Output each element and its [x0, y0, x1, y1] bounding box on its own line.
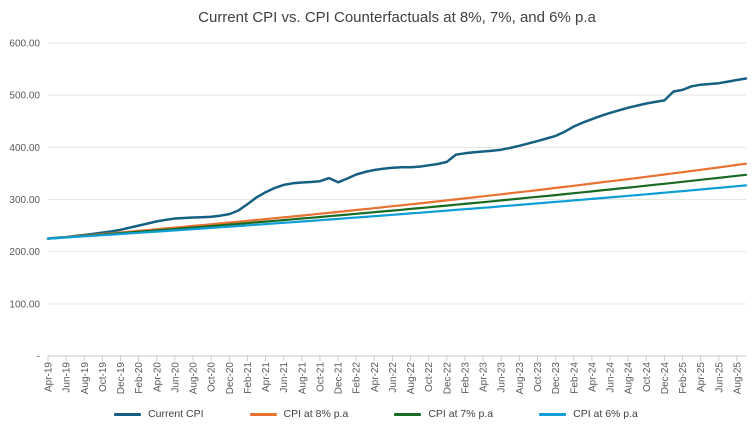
x-axis-tick-label: Apr-21 — [261, 362, 272, 392]
y-axis-tick-label: 100.00 — [9, 299, 40, 310]
y-axis-tick-label: - — [37, 352, 40, 363]
legend: Current CPI CPI at 8% p.a CPI at 7% p.a CPI… — [0, 404, 752, 424]
x-axis-tick-label: Apr-20 — [152, 362, 163, 392]
x-axis-tick-label: Feb-24 — [569, 362, 580, 394]
x-axis-tick-label: Aug-20 — [189, 362, 200, 395]
x-axis-tick-label: Dec-19 — [116, 362, 127, 395]
legend-label: Current CPI — [148, 408, 204, 420]
x-axis-tick-label: Aug-25 — [732, 362, 743, 395]
chart-title: Current CPI vs. CPI Counterfactuals at 8… — [198, 9, 596, 26]
x-axis-tick-label: Dec-21 — [334, 362, 345, 395]
series-line-cpi-at-8-p-a — [46, 162, 748, 240]
legend-label: CPI at 8% p.a — [283, 408, 349, 420]
legend-swatch — [539, 412, 567, 416]
y-axis-tick-label: 400.00 — [9, 143, 40, 154]
x-axis-tick-label: Feb-23 — [460, 362, 471, 394]
y-axis-tick-label: 500.00 — [9, 91, 40, 102]
legend-item-cpi-at-8-p-a: CPI at 8% p.a — [249, 408, 349, 420]
x-axis-tick-label: Jun-21 — [279, 362, 290, 393]
x-axis-tick-label: Aug-21 — [297, 362, 308, 395]
legend-swatch — [394, 412, 422, 416]
x-axis-tick-label: Jun-23 — [497, 362, 508, 393]
x-axis-tick-label: Jun-25 — [714, 362, 725, 393]
x-axis-tick-label: Oct-24 — [642, 362, 653, 392]
x-axis-tick-label: Oct-22 — [424, 362, 435, 392]
x-axis-tick-label: Oct-23 — [533, 362, 544, 392]
x-axis-tick-label: Aug-22 — [406, 362, 417, 395]
x-axis-tick-label: Aug-23 — [515, 362, 526, 395]
y-axis-tick-label: 300.00 — [9, 195, 40, 206]
series-line-cpi-at-6-p-a — [46, 184, 748, 240]
x-axis-tick-label: Feb-25 — [678, 362, 689, 394]
legend-swatch — [249, 412, 277, 416]
legend-item-cpi-at-7-p-a: CPI at 7% p.a — [394, 408, 493, 420]
x-axis-tick-label: Dec-23 — [551, 362, 562, 395]
legend-item-cpi-at-6-p-a: CPI at 6% p.a — [539, 408, 638, 420]
x-axis-tick-label: Oct-20 — [207, 362, 218, 392]
x-axis-tick-label: Jun-19 — [62, 362, 73, 393]
x-axis-tick-label: Apr-22 — [370, 362, 381, 392]
x-axis-tick-label: Dec-20 — [225, 362, 236, 395]
x-axis-tick-label: Apr-19 — [44, 362, 55, 392]
legend-item-current-cpi: Current CPI — [114, 408, 204, 420]
x-axis-tick-label: Apr-25 — [696, 362, 707, 392]
series-line-cpi-at-7-p-a — [46, 173, 748, 240]
x-axis-tick-label: Dec-24 — [660, 362, 671, 395]
x-axis-tick-label: Jun-22 — [388, 362, 399, 393]
y-axis-tick-label: 600.00 — [9, 39, 40, 50]
x-axis-tick-label: Oct-19 — [98, 362, 109, 392]
x-axis-tick-label: Oct-21 — [315, 362, 326, 392]
x-axis-tick-label: Apr-23 — [479, 362, 490, 392]
x-axis-tick-label: Feb-21 — [243, 362, 254, 394]
x-axis-tick-label: Jun-20 — [170, 362, 181, 393]
x-axis-tick-label: Aug-19 — [80, 362, 91, 395]
series-line-current-cpi — [46, 77, 748, 240]
x-axis-tick-label: Feb-22 — [352, 362, 363, 394]
x-axis-tick-label: Feb-20 — [134, 362, 145, 394]
legend-swatch — [114, 412, 142, 416]
x-axis-tick-label: Apr-24 — [587, 362, 598, 392]
x-axis-tick-label: Aug-24 — [624, 362, 635, 395]
x-axis-tick-label: Jun-24 — [606, 362, 617, 393]
x-axis-tick-label: Dec-22 — [442, 362, 453, 395]
legend-label: CPI at 6% p.a — [573, 408, 638, 420]
y-axis-tick-label: 200.00 — [9, 247, 40, 258]
legend-label: CPI at 7% p.a — [428, 408, 494, 420]
